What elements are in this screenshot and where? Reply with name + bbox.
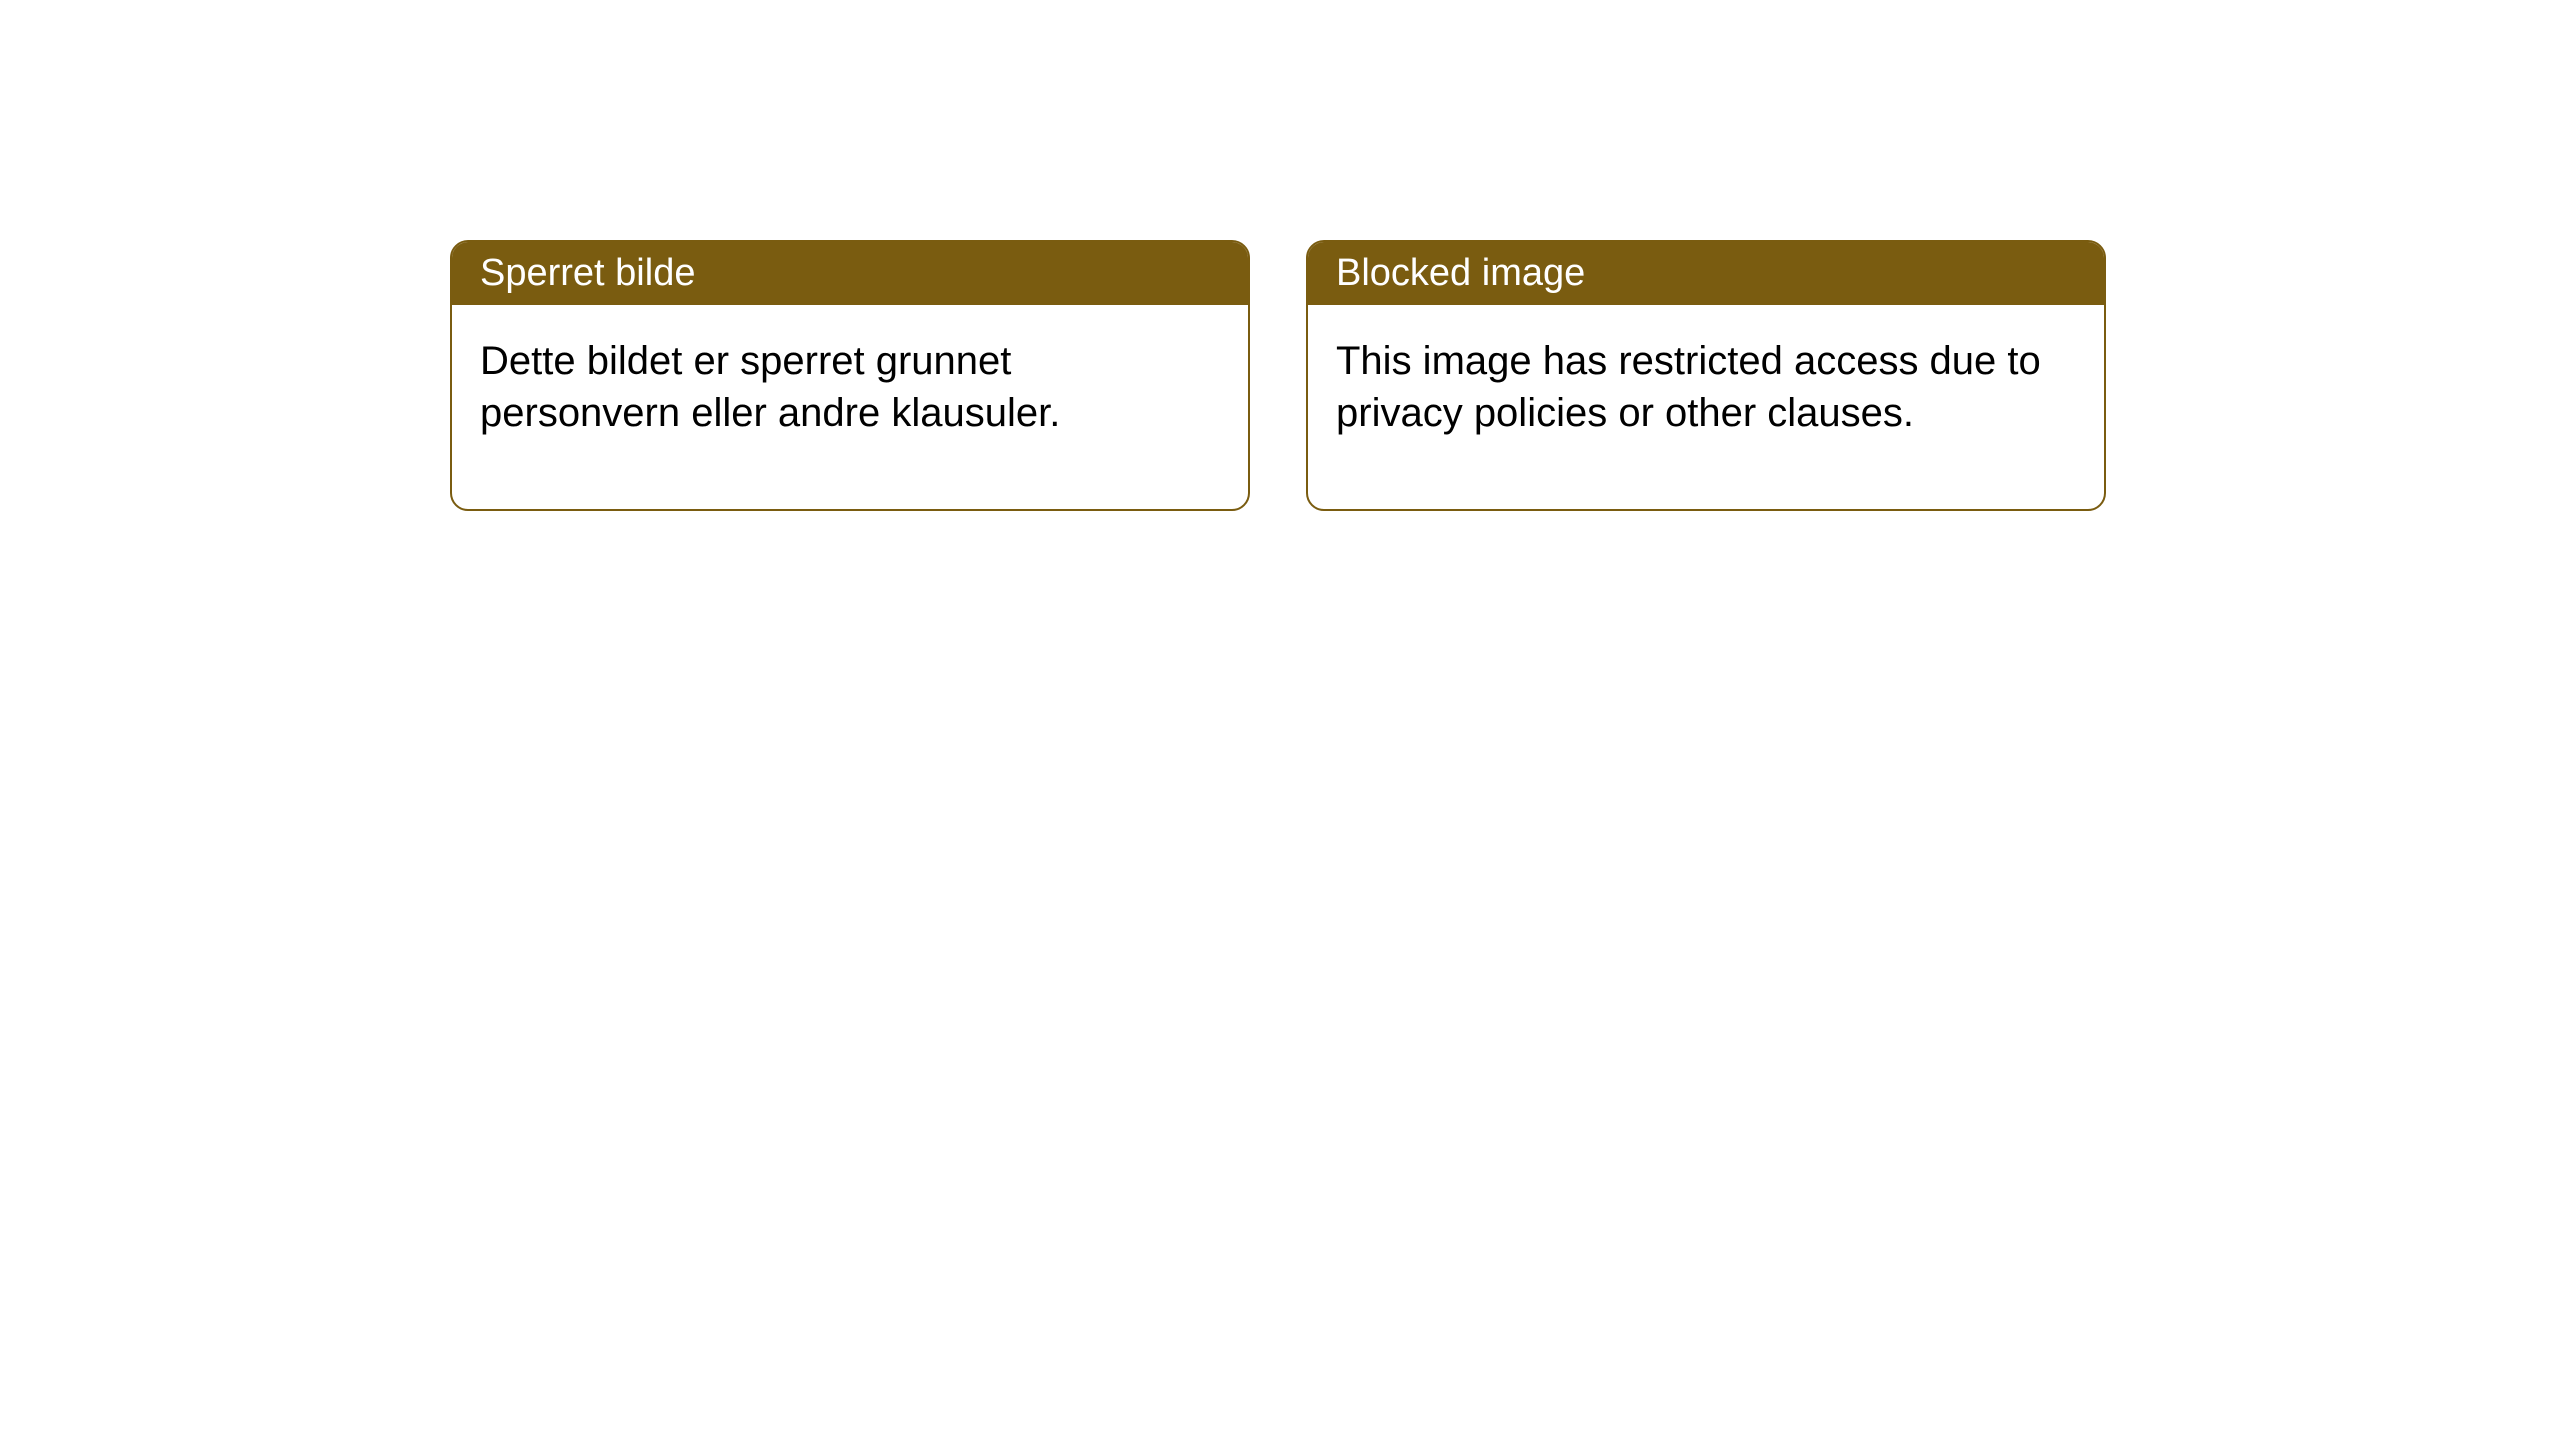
- card-header-english: Blocked image: [1308, 242, 2104, 305]
- notice-card-english: Blocked image This image has restricted …: [1306, 240, 2106, 511]
- notice-container: Sperret bilde Dette bildet er sperret gr…: [450, 240, 2106, 511]
- card-body-english: This image has restricted access due to …: [1308, 305, 2104, 509]
- card-body-norwegian: Dette bildet er sperret grunnet personve…: [452, 305, 1248, 509]
- card-title: Sperret bilde: [480, 252, 695, 294]
- card-body-text: This image has restricted access due to …: [1336, 339, 2041, 435]
- card-title: Blocked image: [1336, 252, 1585, 294]
- card-header-norwegian: Sperret bilde: [452, 242, 1248, 305]
- card-body-text: Dette bildet er sperret grunnet personve…: [480, 339, 1060, 435]
- notice-card-norwegian: Sperret bilde Dette bildet er sperret gr…: [450, 240, 1250, 511]
